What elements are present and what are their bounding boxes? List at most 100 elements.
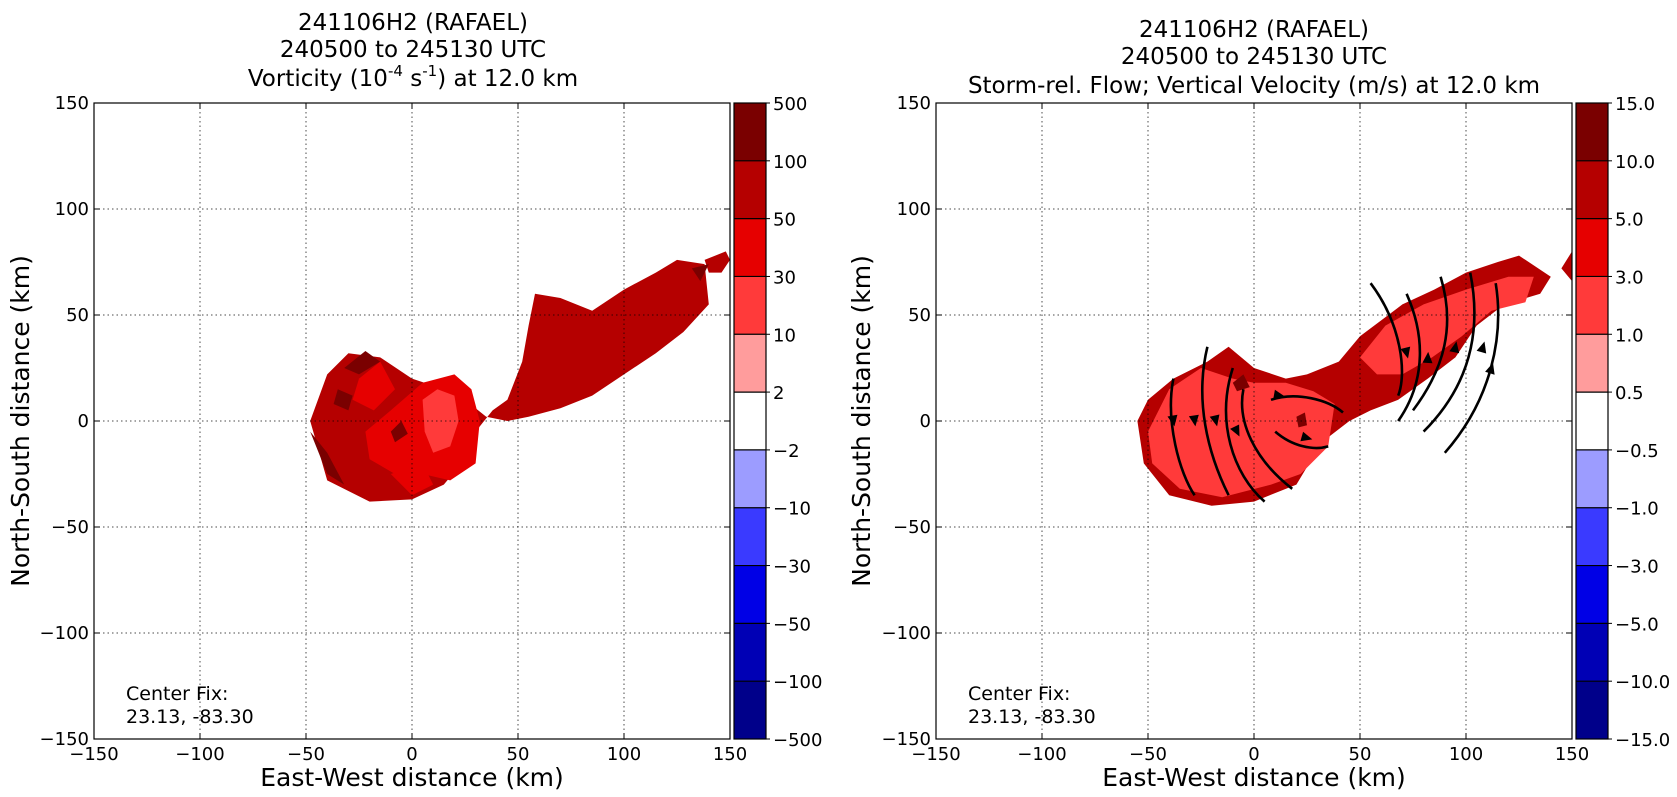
x-tick-label: −50 bbox=[1129, 744, 1167, 765]
colorbar-level-label: 30 bbox=[773, 267, 796, 288]
x-tick-label: −150 bbox=[69, 744, 118, 765]
y-tick-label: 100 bbox=[897, 199, 931, 220]
streamline-arrow-0 bbox=[1167, 414, 1178, 427]
y-axis-label: North-South distance (km) bbox=[847, 255, 876, 587]
colorbar-level-label: 2 bbox=[773, 383, 784, 404]
x-tick-label: −50 bbox=[287, 744, 325, 765]
x-tick-label: 150 bbox=[713, 744, 747, 765]
colorbar-level-label: −100 bbox=[773, 672, 822, 693]
colorbar-swatch-10 bbox=[1576, 681, 1608, 739]
field-region-7 bbox=[333, 389, 353, 411]
field-region-1 bbox=[1561, 251, 1572, 282]
colorbar-frame bbox=[733, 102, 767, 740]
colorbar-level-label: 1.0 bbox=[1615, 325, 1644, 346]
colorbar-level-label: 10.0 bbox=[1615, 152, 1655, 173]
streamline-7 bbox=[1397, 293, 1422, 422]
colorbar-level-label: −30 bbox=[773, 557, 811, 578]
x-axis-label: East-West distance (km) bbox=[1102, 763, 1406, 792]
colorbar-level-label: 100 bbox=[773, 152, 807, 173]
field-region-8 bbox=[310, 431, 345, 485]
colorbar-swatch-6 bbox=[1576, 449, 1608, 508]
y-tick-label: 100 bbox=[55, 199, 89, 220]
streamline-arrow-3 bbox=[1230, 424, 1240, 437]
colorbar-swatch-5 bbox=[1576, 392, 1608, 450]
y-tick-label: −50 bbox=[893, 517, 931, 538]
colorbar-swatch-2 bbox=[734, 218, 766, 277]
y-tick-label: 50 bbox=[908, 305, 931, 326]
colorbar-level-label: −50 bbox=[773, 614, 811, 635]
x-tick-label: 100 bbox=[607, 744, 641, 765]
colorbar-level-label: 50 bbox=[773, 210, 796, 231]
colorbar-swatch-9 bbox=[734, 623, 766, 682]
colorbar-level-label: −15.0 bbox=[1615, 730, 1670, 751]
x-tick-label: −150 bbox=[911, 744, 960, 765]
streamline-1 bbox=[1201, 346, 1230, 496]
colorbar-swatch-3 bbox=[1576, 276, 1608, 335]
field-region-2 bbox=[352, 361, 395, 411]
colorbar-swatch-10 bbox=[734, 681, 766, 739]
y-tick-label: −50 bbox=[51, 517, 89, 538]
streamline-arrow-1 bbox=[1188, 414, 1199, 427]
x-tick-label: 100 bbox=[1449, 744, 1483, 765]
colorbar-level-label: −1.0 bbox=[1615, 499, 1659, 520]
x-tick-label: −100 bbox=[175, 744, 224, 765]
axis-ticks: −150 −100 −50 0 50 100 150 −150 −100 −50 0 50 100 150 bbox=[882, 93, 1590, 765]
colorbar-swatch-1 bbox=[734, 160, 766, 219]
streamline-arrow-2 bbox=[1209, 414, 1220, 427]
colorbar-swatch-4 bbox=[1576, 334, 1608, 393]
y-tick-label: 0 bbox=[920, 411, 931, 432]
y-tick-label: −150 bbox=[882, 729, 931, 750]
colorbar-swatch-7 bbox=[734, 507, 766, 566]
colorbar-swatch-8 bbox=[1576, 565, 1608, 624]
colorbar-level-label: −10 bbox=[773, 499, 811, 520]
y-tick-label: 150 bbox=[55, 93, 89, 114]
field-region-4 bbox=[1296, 412, 1307, 428]
colorbar-swatch-6 bbox=[734, 449, 766, 508]
x-tick-label: 0 bbox=[1248, 744, 1259, 765]
right-title-line2: 240500 to 245130 UTC bbox=[1121, 44, 1387, 70]
streamline-arrow-6 bbox=[1400, 346, 1411, 359]
colorbar-swatch-4 bbox=[734, 334, 766, 393]
streamline-8 bbox=[1411, 276, 1449, 412]
colorbar: 15.0 10.0 5.0 3.0 1.0 0.5 −0.5 −1.0 −3.0 −5.0 −10.… bbox=[1575, 94, 1670, 751]
field-region-5 bbox=[1232, 374, 1250, 392]
x-tick-label: 150 bbox=[1555, 744, 1589, 765]
colorbar-level-label: −10.0 bbox=[1615, 672, 1670, 693]
streamline-arrow-8 bbox=[1449, 341, 1460, 354]
field-region-9 bbox=[691, 264, 709, 282]
streamline-6 bbox=[1369, 282, 1404, 397]
colorbar-swatch-2 bbox=[1576, 218, 1608, 277]
colorbar-level-label: −5.0 bbox=[1615, 614, 1659, 635]
colorbar-swatch-3 bbox=[734, 276, 766, 335]
vorticity-panel: 241106H2 (RAFAEL) 240500 to 245130 UTC V… bbox=[6, 10, 822, 792]
streamline-2 bbox=[1224, 367, 1266, 503]
y-tick-label: −150 bbox=[40, 729, 89, 750]
left-title-line3: Vorticity (10-4 s-1) at 12.0 km bbox=[248, 62, 578, 92]
x-tick-label: 50 bbox=[507, 744, 530, 765]
y-tick-label: −100 bbox=[882, 623, 931, 644]
colorbar-swatch-0 bbox=[734, 103, 766, 161]
y-axis-label: North-South distance (km) bbox=[6, 255, 35, 587]
y-tick-label: 0 bbox=[78, 411, 89, 432]
colorbar-level-label: 0.5 bbox=[1615, 383, 1644, 404]
colorbar: 500 100 50 30 10 2 −2 −10 −30 −50 −100 −500 bbox=[733, 94, 822, 751]
streamline-arrow-10 bbox=[1485, 362, 1495, 375]
colorbar-frame bbox=[1575, 102, 1609, 740]
colorbar-swatch-9 bbox=[1576, 623, 1608, 682]
colorbar-level-label: 500 bbox=[773, 94, 807, 115]
left-title-line2: 240500 to 245130 UTC bbox=[280, 37, 546, 63]
axis-ticks: −150 −100 −50 0 50 100 150 −150 −100 −50 0 50 100 150 bbox=[40, 93, 748, 765]
streamline-arrow-7 bbox=[1422, 351, 1433, 364]
left-title-line1: 241106H2 (RAFAEL) bbox=[298, 10, 528, 36]
field-region-2 bbox=[1148, 368, 1335, 498]
colorbar-level-label: 10 bbox=[773, 325, 796, 346]
colorbar-swatch-8 bbox=[734, 565, 766, 624]
center-fix-value: 23.13, -83.30 bbox=[126, 706, 254, 728]
center-fix-label: Center Fix: bbox=[126, 683, 228, 705]
colorbar-swatch-5 bbox=[734, 392, 766, 450]
field-region-6 bbox=[344, 351, 381, 375]
vorticity-field bbox=[310, 251, 730, 502]
storm-relative-streamlines bbox=[1167, 272, 1500, 503]
x-tick-label: 50 bbox=[1349, 744, 1372, 765]
